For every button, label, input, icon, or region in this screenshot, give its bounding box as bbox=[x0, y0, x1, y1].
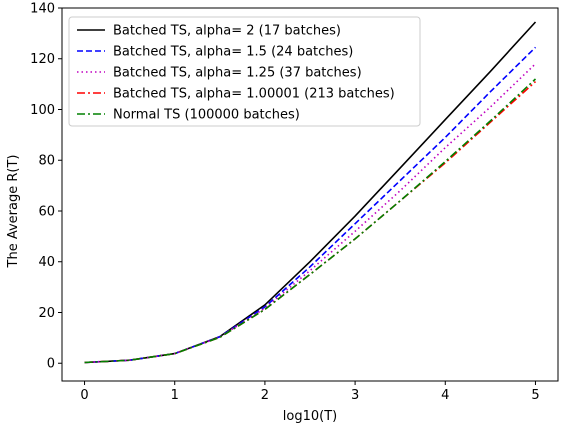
legend-label-batched-ts-alpha-1-5-24-batches: Batched TS, alpha= 1.5 (24 batches) bbox=[113, 45, 353, 60]
legend-label-batched-ts-alpha-2-17-batches: Batched TS, alpha= 2 (17 batches) bbox=[113, 24, 341, 39]
x-tick-label: 2 bbox=[261, 388, 269, 403]
axes-layer: 0 1 2 3 4 5 0 20 40 60 80 100 120 140 bbox=[30, 2, 559, 403]
x-tick-label: 1 bbox=[171, 388, 179, 403]
legend: Batched TS, alpha= 2 (17 batches) Batched… bbox=[68, 16, 421, 127]
y-axis-label: The Average R(T) bbox=[6, 155, 21, 269]
y-tick-label: 140 bbox=[30, 2, 55, 17]
y-tick-label: 120 bbox=[30, 52, 55, 67]
y-tick-label: 60 bbox=[38, 204, 55, 219]
x-tick-label: 0 bbox=[80, 388, 88, 403]
plot-frame bbox=[61, 7, 559, 382]
x-axis-label: log10(T) bbox=[283, 409, 337, 424]
legend-box bbox=[68, 16, 421, 127]
series-layer bbox=[84, 21, 537, 364]
x-tick-label: 5 bbox=[531, 388, 539, 403]
y-tick-label: 80 bbox=[38, 154, 55, 169]
series-line-5 bbox=[84, 78, 537, 364]
legend-label-batched-ts-alpha-1-25-37-batches: Batched TS, alpha= 1.25 (37 batches) bbox=[113, 66, 362, 81]
legend-label-batched-ts-alpha-1-00001-213-batches: Batched TS, alpha= 1.00001 (213 batches) bbox=[113, 87, 395, 102]
legend-label-normal-ts-100000-batches: Normal TS (100000 batches) bbox=[113, 108, 300, 123]
y-tick-label: 0 bbox=[47, 357, 55, 372]
x-tick-label: 4 bbox=[441, 388, 449, 403]
x-tick-label: 3 bbox=[351, 388, 359, 403]
y-tick-label: 40 bbox=[38, 255, 55, 270]
y-tick-label: 20 bbox=[38, 306, 55, 321]
y-tick-label: 100 bbox=[30, 103, 55, 118]
